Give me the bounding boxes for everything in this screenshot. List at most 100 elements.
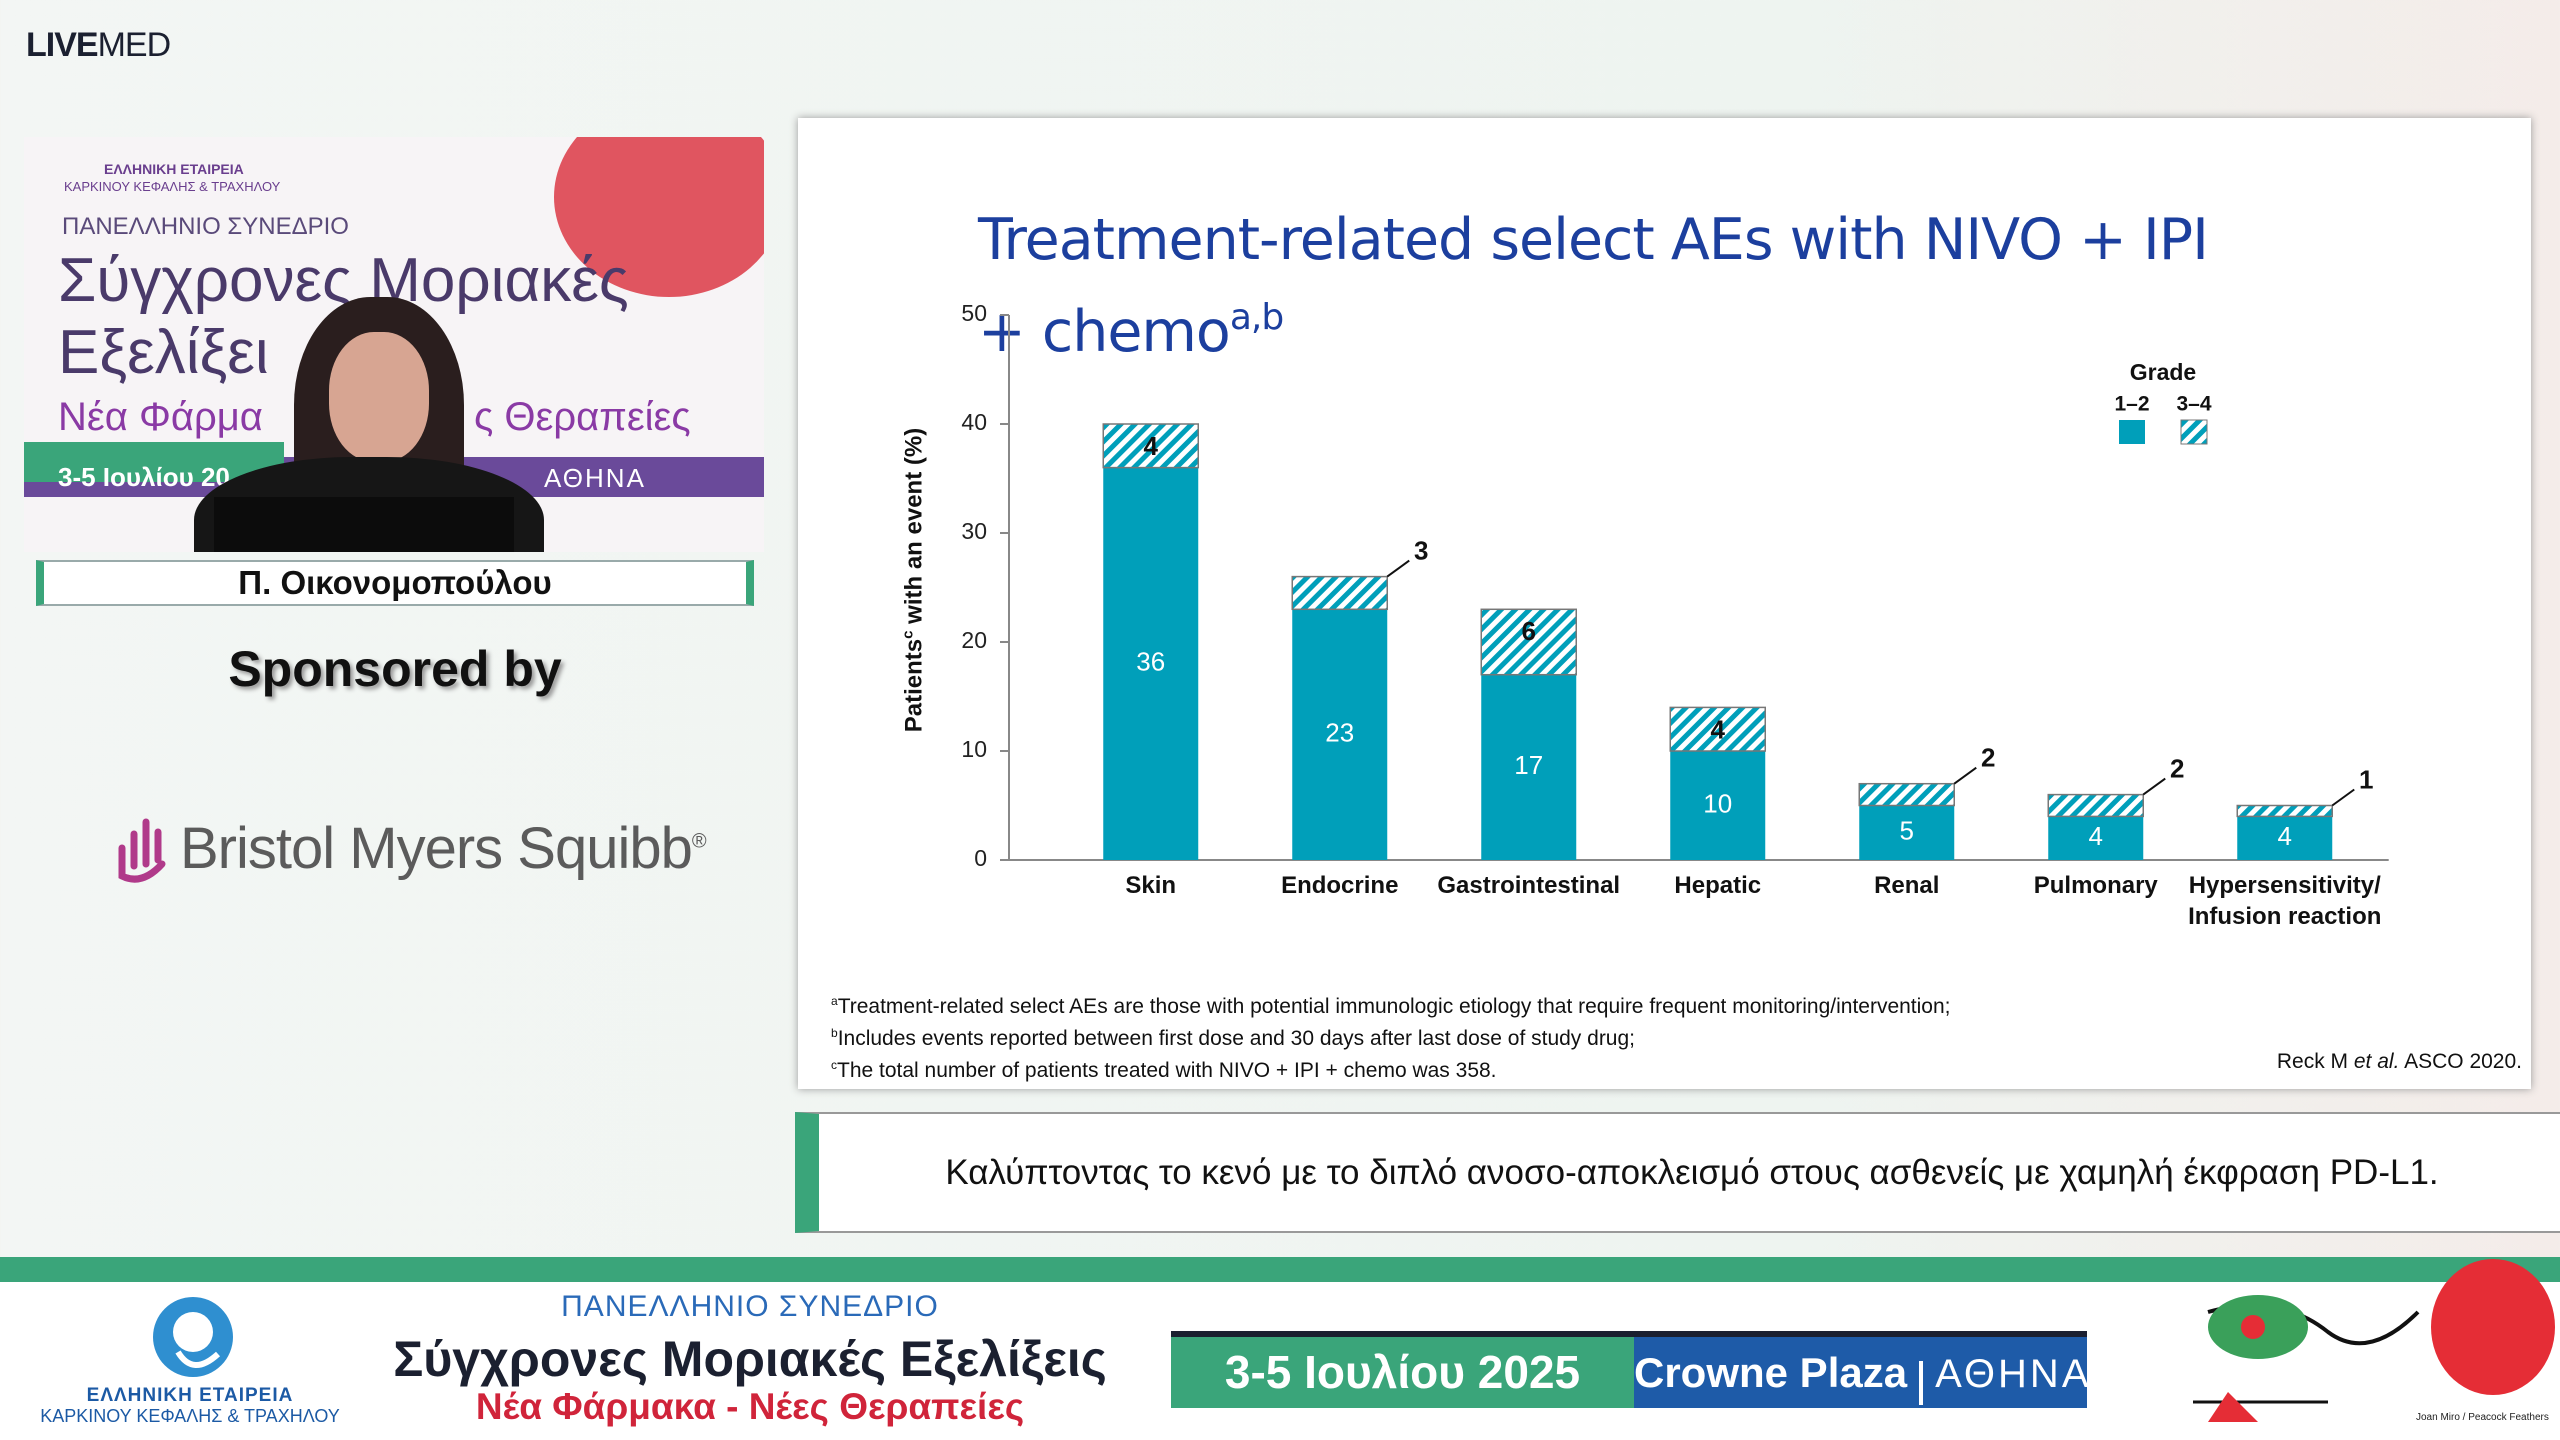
legend-title: Grade: [2130, 359, 2196, 385]
value-label: 4: [1711, 714, 1726, 744]
value-label: 4: [1144, 431, 1159, 461]
poster-text: ΠΑΝΕΛΛΗΝΙΟ ΣΥΝΕΔΡΙΟ: [62, 213, 349, 240]
congress: ΠΑΝΕΛΛΗΝΙΟ ΣΥΝΕΔΡΙΟ: [561, 1290, 939, 1323]
value-label: 10: [1703, 788, 1732, 818]
footnote: Treatment-related select AEs are those w…: [837, 995, 1951, 1018]
footnote: The total number of patients treated wit…: [837, 1059, 1497, 1082]
bar-segment: [1859, 805, 1955, 860]
bar-segment: [1669, 706, 1766, 752]
footnote: Includes events reported between first d…: [837, 1027, 1636, 1050]
caption-box: Καλύπτοντας το κενό με το διπλό ανοσο-απ…: [795, 1112, 2560, 1233]
footer-stripe: [0, 1257, 2560, 1282]
x-tick-label: Skin: [1125, 872, 1177, 899]
poster-text: ΕΛΛΗΝΙΚΗ ΕΤΑΙΡΕΙΑ: [104, 161, 244, 177]
legend-label: 1–2: [2114, 393, 2149, 416]
citation-author: Reck M: [2276, 1050, 2349, 1073]
bar-segment: [2237, 816, 2333, 860]
x-tick-label: Hypersensitivity/ Infusion reaction: [2188, 872, 2382, 930]
y-tick-label: 10: [961, 736, 987, 762]
miro-art: [2193, 1259, 2555, 1422]
legend-swatch: [2119, 420, 2145, 444]
y-tick-label: 0: [974, 845, 987, 871]
bar-segment: [1103, 467, 1199, 860]
art-credit: Joan Miro / Peacock Feathers: [2416, 1412, 2549, 1423]
laptop: [214, 497, 514, 552]
value-label: 2: [2170, 753, 2184, 783]
sponsor-heading: Sponsored by: [228, 641, 562, 697]
video-feed: ΕΛΛΗΝΙΚΗ ΕΤΑΙΡΕΙΑ ΚΑΡΚΙΝΟΥ ΚΕΦΑΛΗΣ & ΤΡΑ…: [24, 137, 764, 552]
leader-line: [1386, 559, 1410, 578]
footnote-block: cThe total number of patients treated wi…: [831, 1052, 2011, 1084]
footnote-block: aTreatment-related select AEs are those …: [831, 988, 2011, 1052]
dates: 3-5 Ιουλίου 2025: [1171, 1331, 1634, 1408]
sponsor-mark: ®: [691, 830, 707, 853]
society-name: ΕΛΛΗΝΙΚΗ ΕΤΑΙΡΕΙΑ: [86, 1385, 294, 1406]
slide: [798, 118, 2531, 1089]
x-tick-label: Endocrine: [1281, 872, 1399, 899]
bar-segment: [2048, 816, 2144, 860]
bar-segment: [1292, 609, 1388, 860]
citation-rest: ASCO 2020.: [2404, 1050, 2522, 1073]
y-tick-label: 50: [961, 300, 987, 326]
logo-bold: LIVE: [26, 26, 99, 64]
value-label: 5: [1900, 816, 1914, 846]
society-name: ΚΑΡΚΙΝΟΥ ΚΕΦΑΛΗΣ & ΤΡΑΧΗΛΟΥ: [40, 1406, 340, 1426]
poster-text: 3-5 Ιουλίου 20: [58, 462, 230, 492]
leader-line: [1953, 766, 1977, 785]
speaker-name: Π. Οικονομοπούλου: [36, 560, 754, 606]
footnotes: aTreatment-related select AEs are those …: [831, 988, 2011, 1084]
poster-text: Νέα Φάρμα: [58, 395, 263, 439]
sponsor-name: Bristol Myers Squibb: [180, 816, 693, 881]
chart-title: Treatment-related select AEs with NIVO +…: [978, 202, 2228, 371]
sponsor-logo: Bristol Myers Squibb®: [180, 815, 707, 882]
footnote-sup: b: [831, 1026, 838, 1040]
bar-segment: [1102, 423, 1199, 469]
footnote-sup: a: [831, 994, 838, 1008]
logo-light: MED: [97, 26, 172, 64]
poster-text: ΑΘΗΝΑ: [544, 463, 646, 493]
citation: Reck M et al. ASCO 2020.: [2277, 1050, 2522, 1074]
poster-text: ΚΑΡΚΙΝΟΥ ΚΕΦΑΛΗΣ & ΤΡΑΧΗΛΟΥ: [64, 179, 281, 194]
venue: Crowne Plaza: [1634, 1349, 1908, 1396]
logo: LIVEMED: [26, 26, 172, 65]
value-label: 36: [1136, 647, 1165, 677]
congress-subtitle: Νέα Φάρμακα - Νέες Θεραπείες: [475, 1386, 1025, 1427]
legend-label: 3–4: [2176, 393, 2211, 416]
society-logo: [153, 1297, 233, 1377]
footnote-sup: c: [831, 1058, 837, 1072]
value-label: 1: [2359, 764, 2373, 794]
x-tick-label: Gastrointestinal: [1437, 872, 1621, 899]
venue-box: Crowne Plaza ΑΘΗΝΑ: [1634, 1331, 2088, 1408]
leader-line: [2331, 788, 2355, 807]
caption: Καλύπτοντας το κενό με το διπλό ανοσο-απ…: [945, 1152, 2439, 1192]
value-label: 2: [1981, 743, 1995, 773]
y-tick-label: 20: [961, 627, 987, 653]
bar-segment: [2047, 793, 2144, 818]
sponsor-icon: [114, 808, 170, 884]
legend-swatch: [2180, 419, 2208, 445]
x-tick-label: Hepatic: [1674, 872, 1762, 899]
divider: [1919, 1360, 1924, 1405]
title-text: Treatment-related select AEs with NIVO +…: [978, 207, 2209, 365]
bar-segment: [1291, 575, 1388, 611]
bar-segment: [1670, 751, 1766, 860]
bar-segment: [1480, 608, 1577, 676]
sponsor-icon-art: [118, 818, 166, 883]
bar-segment: [1481, 674, 1577, 860]
poster-text: Εξελίξει: [58, 318, 269, 387]
x-tick-label: Pulmonary: [2033, 872, 2158, 899]
bar-segment: [1858, 782, 1955, 807]
value-label: 17: [1514, 750, 1543, 780]
city: ΑΘΗΝΑ: [1935, 1352, 2092, 1396]
value-label: 23: [1325, 718, 1354, 748]
title-sup: a,b: [1229, 297, 1284, 338]
value-label: 4: [2278, 821, 2292, 851]
congress-name: Σύγχρονες Μοριακές Εξελίξεις: [393, 1331, 1107, 1387]
y-tick-label: 30: [961, 518, 987, 544]
citation-italic: et al.: [2353, 1050, 2400, 1073]
person-face: [329, 332, 429, 462]
footer: ΕΛΛΗΝΙΚΗ ΕΤΑΙΡΕΙΑ ΚΑΡΚΙΝΟΥ ΚΕΦΑΛΗΣ & ΤΡΑ…: [0, 1259, 2560, 1440]
x-tick-label: Renal: [1874, 872, 1940, 899]
